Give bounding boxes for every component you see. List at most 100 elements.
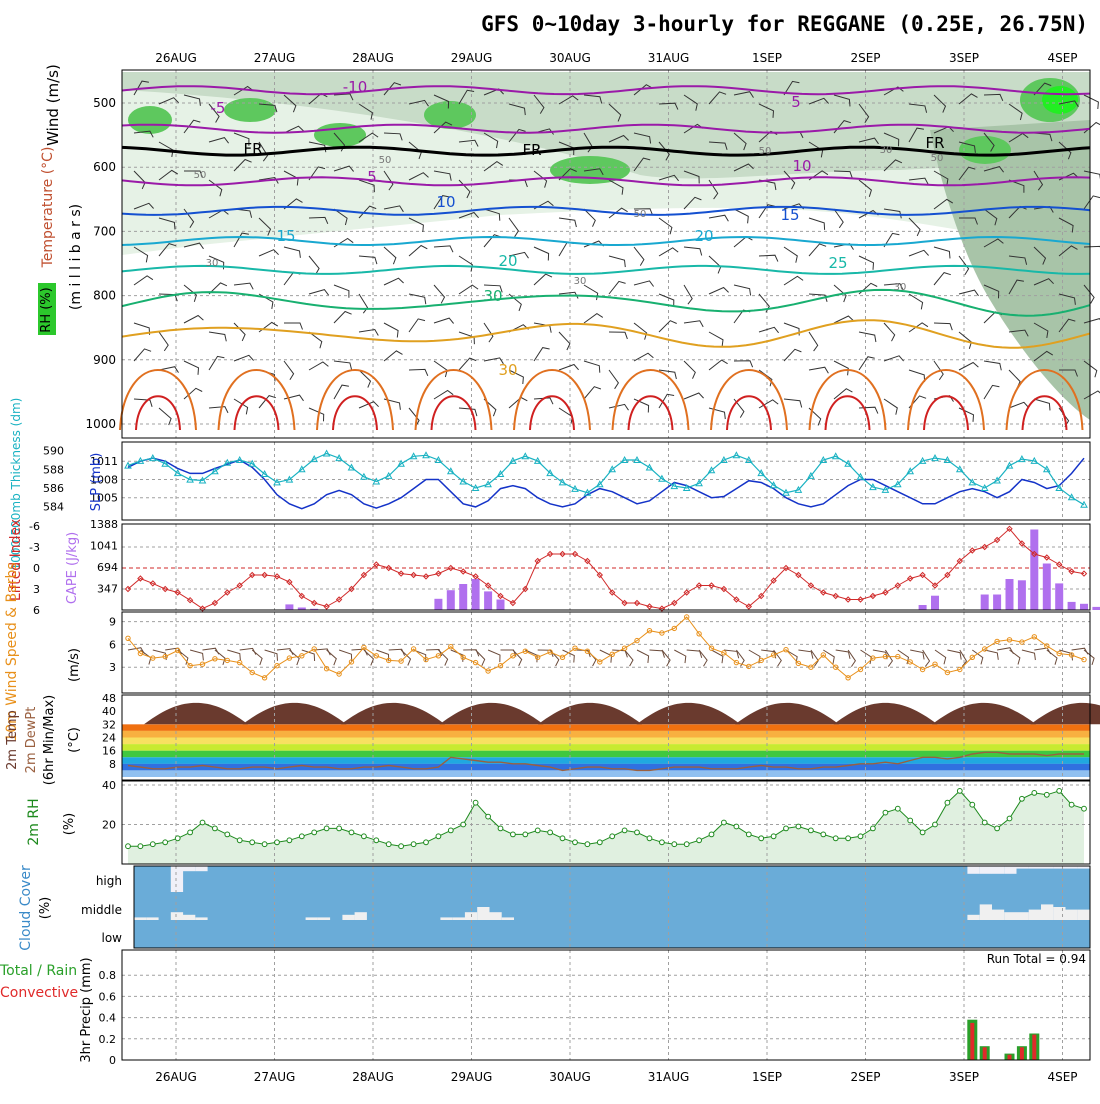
rh-2m-point: [287, 838, 292, 843]
li-tick-label: -3: [29, 541, 40, 554]
wind-tick-label: 3: [109, 661, 116, 674]
rh-2m-point: [771, 834, 776, 839]
rh-2m-point: [1057, 789, 1062, 794]
rh-2m-point: [920, 830, 925, 835]
slp-label: SLP (mb): [89, 453, 104, 512]
isotherm-label: 10: [792, 157, 811, 175]
rh-tick-label: 40: [102, 779, 116, 792]
top-date-label: 26AUG: [155, 51, 197, 65]
rh-2m-point: [734, 824, 739, 829]
cape-bar: [484, 591, 492, 610]
cape-bar: [919, 605, 927, 610]
top-date-label: 4SEP: [1047, 51, 1077, 65]
high-cloud-bar: [992, 866, 1004, 874]
top-date-label: 29AUG: [451, 51, 493, 65]
rh-2m-point: [175, 836, 180, 841]
wind-tick-label: 6: [109, 638, 116, 651]
rh-2m-point: [150, 842, 155, 847]
rh-2m-point: [933, 822, 938, 827]
mid-cloud-bar: [171, 912, 183, 920]
rh-2m-point: [846, 836, 851, 841]
mid-cloud-bar: [980, 904, 992, 920]
rh-2m-point: [622, 828, 627, 833]
cape-bar: [434, 599, 442, 610]
rh-2m-point: [424, 840, 429, 845]
cape-bar: [1006, 579, 1014, 610]
temp-color-band: [122, 738, 1090, 745]
rh-2m-point: [610, 834, 615, 839]
rh-2m-point: [188, 830, 193, 835]
rh-2m-point: [560, 836, 565, 841]
temp-color-band: [122, 770, 1090, 777]
rh-contour-label: 30: [894, 282, 907, 293]
rh-contour-label: 50: [634, 209, 647, 220]
precip-convective-label: Convective: [0, 985, 78, 1001]
precip-tick-label: 0.6: [99, 990, 117, 1003]
precip-axis-label: 3hr Precip (mm): [79, 957, 94, 1062]
rh-contour-label: 30: [206, 258, 219, 269]
rh-2m-point: [1020, 796, 1025, 801]
rh-2m-point: [821, 832, 826, 837]
rh-2m-point: [858, 834, 863, 839]
rh-contour-label: 50: [759, 146, 772, 157]
precip-convective-bar: [983, 1047, 987, 1060]
cape-bar: [472, 579, 480, 610]
top-date-label: 2SEP: [850, 51, 880, 65]
precip-tick-label: 0.8: [99, 969, 117, 982]
rh-contour-label: 50: [931, 153, 944, 164]
temp-tick-label: 40: [102, 705, 116, 718]
rh-2m-point: [411, 842, 416, 847]
precip-tick-label: 0.2: [99, 1033, 117, 1046]
top-date-label: 31AUG: [648, 51, 690, 65]
rh-2m-point: [660, 840, 665, 845]
rh-2m-point: [573, 840, 578, 845]
upper-rh-label: RH (%): [39, 287, 54, 332]
rh-2m-point: [535, 828, 540, 833]
mid-cloud-bar: [355, 912, 367, 920]
rh-2m-point: [362, 834, 367, 839]
temp-unit-label: (°C): [67, 727, 82, 753]
high-cloud-bar: [967, 866, 979, 874]
cape-bar: [285, 604, 293, 610]
rh-2m-point: [250, 840, 255, 845]
rh-2m-point: [399, 844, 404, 849]
mid-cloud-bar: [967, 915, 979, 920]
mid-cloud-bar: [453, 917, 465, 920]
wind-tick-label: 9: [109, 616, 116, 629]
cloud-level-label: middle: [81, 903, 122, 917]
rh-2m-point: [784, 826, 789, 831]
rh-2m-point: [386, 842, 391, 847]
rh-2m-point: [809, 828, 814, 833]
rh-2m-point: [436, 834, 441, 839]
rh-2m-point: [1044, 792, 1049, 797]
temp-tick-label: 32: [102, 718, 116, 731]
mid-cloud-bar: [134, 917, 146, 920]
pressure-tick-label: 1000: [85, 417, 116, 431]
precip-tick-label: 0: [109, 1054, 116, 1067]
top-date-label: 28AUG: [352, 51, 394, 65]
cape-bar: [1080, 604, 1088, 610]
rh-shade-saturated: [1042, 86, 1078, 114]
isotherm-label: FR: [522, 141, 541, 159]
pressure-tick-label: 800: [93, 289, 116, 303]
bottom-date-label: 31AUG: [648, 1070, 690, 1084]
high-cloud-bar: [980, 866, 992, 874]
thickness-tick-label: 588: [43, 463, 64, 476]
mid-cloud-bar: [1078, 910, 1090, 920]
cape-tick-label: 694: [97, 561, 118, 574]
precip-tick-label: 0.4: [99, 1012, 117, 1025]
precip-convective-bar: [1020, 1047, 1024, 1060]
temp-tick-label: 16: [102, 745, 116, 758]
mid-cloud-bar: [502, 917, 514, 920]
rh-2m-point: [895, 806, 900, 811]
temp-color-band: [122, 744, 1090, 751]
rh-2m-point: [448, 828, 453, 833]
rh-2m-point: [138, 844, 143, 849]
mid-cloud-bar: [146, 917, 158, 920]
mid-cloud-bar: [1041, 904, 1053, 920]
rh-2m-point: [635, 830, 640, 835]
high-cloud-bar: [171, 866, 183, 892]
